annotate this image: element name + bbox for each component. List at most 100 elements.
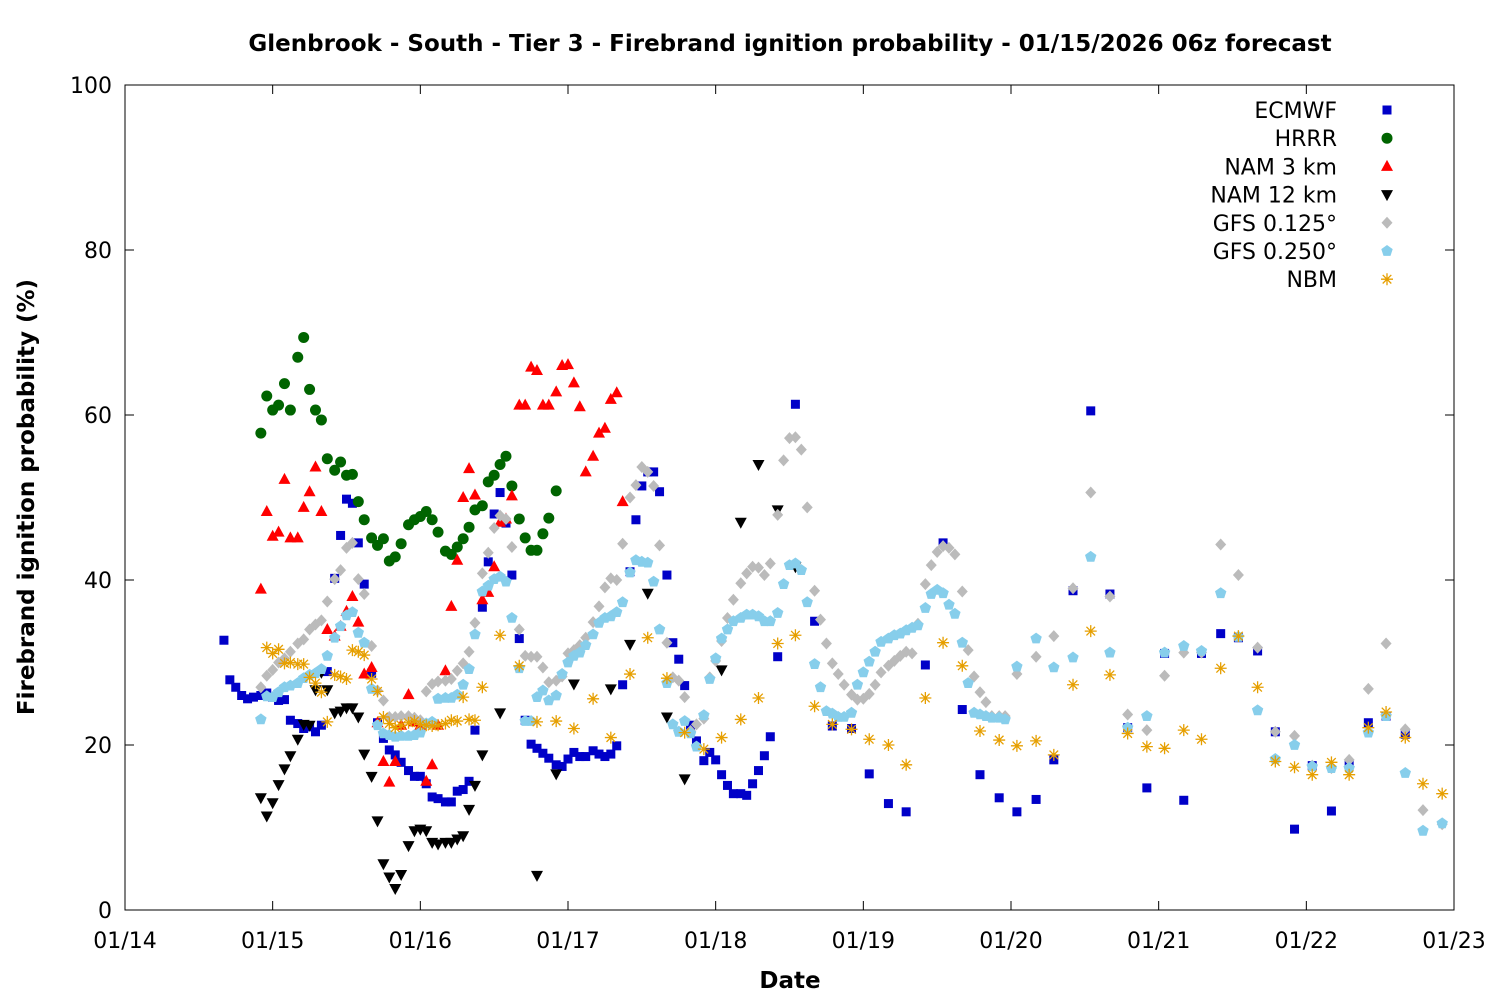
gfs-0-250-point: [1158, 646, 1171, 658]
nam-3-km-point: [519, 398, 532, 410]
nam-3-km-point: [321, 623, 334, 634]
ecmwf-point: [1086, 406, 1096, 416]
nam-3-km-point: [488, 560, 501, 572]
gfs-0-250-point: [1417, 824, 1429, 836]
hrrr-point: [255, 427, 267, 439]
ecmwf-point: [440, 797, 450, 807]
series-nbm: [260, 625, 1449, 800]
nbm-point: [1251, 681, 1264, 694]
gfs-0-250-point: [715, 632, 728, 644]
gfs-0-125-point: [809, 584, 821, 597]
hrrr-point: [513, 513, 525, 525]
nbm-point: [863, 733, 876, 746]
ecmwf-point: [569, 747, 579, 757]
gfs-0-125-point: [1215, 538, 1227, 551]
gfs-0-125-point: [690, 718, 702, 731]
hrrr-point: [292, 351, 304, 363]
legend-label-gfs-0-125: GFS 0.125°: [1213, 212, 1337, 237]
ecmwf-point: [649, 467, 659, 477]
gfs-0-250-point: [1436, 817, 1448, 829]
gfs-0-125-point: [537, 661, 549, 674]
gfs-0-250-point: [647, 575, 660, 587]
ecmwf-point: [1142, 783, 1152, 793]
nbm-point: [1269, 755, 1282, 768]
nam-3-km-point: [309, 460, 322, 472]
gfs-0-250-point: [1085, 550, 1097, 562]
gfs-0-125-point: [482, 546, 494, 559]
gfs-0-250-point: [642, 556, 654, 568]
gfs-0-250-point: [814, 681, 827, 693]
nam-3-km-point: [266, 529, 279, 541]
ecmwf-point: [901, 807, 911, 817]
hrrr-point: [366, 532, 378, 544]
gfs-0-125-point: [906, 647, 918, 660]
ecmwf-point: [668, 638, 678, 648]
gfs-0-250-point: [543, 694, 555, 706]
ecmwf-point: [342, 494, 351, 504]
nbm-point: [377, 710, 390, 723]
gfs-0-125-point: [648, 479, 660, 492]
gfs-0-125-point: [826, 657, 838, 670]
gfs-0-125-point: [974, 686, 986, 699]
nbm-point: [260, 641, 273, 654]
gfs-0-125-point: [764, 557, 776, 570]
gfs-0-125-point: [335, 564, 347, 577]
y-axis-label: Firebrand ignition probability (%): [14, 279, 40, 715]
nam-12-km-point: [254, 793, 267, 805]
nbm-point: [371, 685, 384, 698]
nam-3-km-point: [254, 582, 267, 594]
nbm-point: [476, 681, 489, 694]
nbm-point: [530, 715, 543, 728]
gfs-0-125-point: [778, 454, 790, 467]
nbm-point: [426, 720, 439, 733]
nbm-point: [641, 631, 654, 644]
nam-12-km-point: [371, 816, 384, 828]
nam-3-km-point: [525, 360, 538, 372]
ecmwf-point: [975, 770, 985, 780]
y-tick-label: 60: [84, 404, 112, 429]
gfs-0-250-point: [1048, 661, 1060, 673]
ecmwf-point: [557, 761, 567, 771]
ecmwf-point: [532, 743, 542, 753]
nam-12-km-point: [352, 712, 365, 724]
nbm-point: [1306, 768, 1319, 781]
nam-3-km-point: [402, 688, 415, 700]
nam-3-km-point: [260, 505, 273, 517]
ecmwf-point: [433, 794, 443, 804]
legend-marker-gfs-0-250: [1381, 245, 1393, 256]
ecmwf-point: [336, 530, 346, 540]
ecmwf-point: [864, 769, 874, 779]
legend-label-gfs-0-250: GFS 0.250°: [1213, 240, 1337, 265]
hrrr-point: [321, 453, 333, 465]
gfs-0-250-point: [457, 678, 469, 690]
nbm-point: [328, 668, 341, 681]
nam-12-km-point: [715, 665, 728, 677]
plot-frame: [124, 84, 1455, 911]
gfs-0-250-point: [537, 684, 549, 696]
nam-3-km-point: [598, 421, 611, 433]
ecmwf-point: [637, 481, 647, 491]
nam-12-km-point: [420, 826, 433, 838]
x-tick-label: 01/22: [1275, 929, 1338, 954]
gfs-0-250-point: [1178, 640, 1190, 651]
nam-12-km-point: [358, 749, 371, 761]
gfs-0-250-point: [463, 663, 475, 674]
nbm-point: [956, 659, 969, 672]
nam-12-km-point: [291, 734, 304, 746]
hrrr-point: [488, 469, 500, 481]
ecmwf-point: [1326, 806, 1336, 816]
gfs-0-250-point: [801, 596, 813, 608]
nam-3-km-point: [476, 593, 489, 605]
nam-12-km-point: [432, 839, 445, 851]
nam-12-km-point: [641, 588, 654, 600]
nam-12-km-point: [468, 780, 481, 792]
nam-3-km-point: [426, 758, 439, 770]
hrrr-point: [531, 544, 543, 556]
nbm-point: [845, 723, 858, 736]
nbm-point: [272, 643, 285, 656]
gfs-0-250-point: [616, 596, 629, 608]
ecmwf-point: [748, 779, 758, 789]
ecmwf-point: [415, 771, 425, 781]
gfs-0-250-point: [764, 615, 776, 627]
nbm-point: [432, 719, 445, 732]
